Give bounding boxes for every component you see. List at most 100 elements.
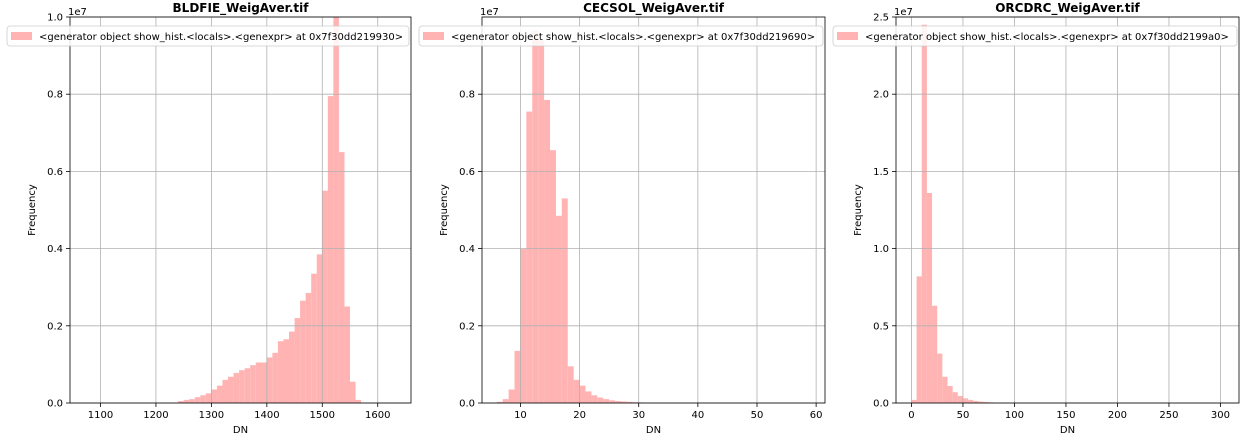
y-axis-label: Frequency <box>27 184 38 236</box>
y-tick-label: 0.4 <box>47 244 63 255</box>
legend: <generator object show_hist.<locals>.<ge… <box>6 25 410 47</box>
x-tick-label: 1200 <box>143 410 168 421</box>
y-offset-label: 1e7 <box>68 7 87 18</box>
x-tick-label: 20 <box>573 410 586 421</box>
histogram-bar <box>526 111 533 403</box>
x-tick-label: 10 <box>514 410 527 421</box>
chart-panel-2: 10 20 30 40 50 60 0.0 0.2 0.4 0.6 0.8 1e7 CECSOL_Wei… <box>418 1 826 436</box>
y-tick-label: 0.2 <box>47 321 63 332</box>
histogram-bar <box>228 376 234 403</box>
x-tick-label: 40 <box>691 410 704 421</box>
histogram-bar <box>272 352 278 403</box>
x-tick-label: 200 <box>1108 410 1127 421</box>
y-tick-label: 1.0 <box>873 244 889 255</box>
x-tick-label: 30 <box>632 410 645 421</box>
legend: <generator object show_hist.<locals>.<ge… <box>418 25 824 47</box>
histogram-bar <box>514 350 521 403</box>
grid-lines <box>70 16 411 404</box>
histogram-bar <box>620 401 627 403</box>
y-axis-label: Frequency <box>439 184 450 236</box>
histogram-bar <box>277 341 284 403</box>
y-tick-label: 0.0 <box>47 399 63 410</box>
histogram-bar <box>942 376 948 403</box>
x-axis-label: DN <box>1060 425 1075 436</box>
histogram-bar <box>561 198 568 403</box>
histogram-bar <box>585 391 592 403</box>
histogram-bar <box>333 17 339 403</box>
histogram-bar <box>211 389 217 403</box>
histogram-bar <box>532 30 539 403</box>
legend: <generator object show_hist.<locals>.<ge… <box>832 25 1238 47</box>
histogram-bar <box>205 393 212 403</box>
histogram-bar <box>200 395 206 403</box>
histogram-bar <box>579 385 586 403</box>
chart-title: ORCDRC_WeigAver.tif <box>995 1 1140 16</box>
histogram-bar <box>283 339 290 403</box>
histogram-bar <box>244 368 251 403</box>
x-tick-label: 300 <box>1211 410 1230 421</box>
histogram-bar <box>233 372 240 403</box>
histogram-bar <box>597 397 604 403</box>
histogram-bar <box>952 392 958 403</box>
histogram-bar <box>305 292 312 403</box>
chart-panel-3: 0 50 100 150 200 250 300 0.0 0.5 1.0 1.5 2.0 2.5 1e7 O… <box>832 1 1240 436</box>
histogram-bar <box>222 379 229 403</box>
legend-swatch <box>837 32 858 40</box>
x-tick-label: 150 <box>1056 410 1075 421</box>
x-tick-label: 60 <box>810 410 823 421</box>
y-tick-label: 0.0 <box>873 399 889 410</box>
histogram-bar <box>316 254 323 403</box>
histogram-bar <box>962 398 969 403</box>
y-tick-label: 1.5 <box>873 167 889 178</box>
histogram-bar <box>250 365 256 403</box>
histogram-bars <box>178 17 362 403</box>
histogram-bar <box>508 389 515 403</box>
y-offset-label: 1e7 <box>480 7 499 18</box>
x-tick-label: 50 <box>957 410 970 421</box>
histogram-bar <box>573 379 580 403</box>
histogram-bar <box>916 276 922 403</box>
legend-swatch <box>423 32 444 40</box>
plot-frame <box>69 16 412 404</box>
histogram-bar <box>216 385 223 403</box>
histogram-bar <box>555 215 562 403</box>
y-tick-label: 2.5 <box>873 13 889 24</box>
x-tick-label: 1600 <box>365 410 390 421</box>
histogram-bar <box>502 399 509 403</box>
y-tick-label: 0.6 <box>459 167 475 178</box>
histogram-bar <box>496 401 503 403</box>
histogram-bar <box>266 357 273 403</box>
plot-frame <box>895 16 1240 404</box>
histogram-bars <box>911 24 994 403</box>
histogram-bar <box>932 305 938 403</box>
legend-box <box>832 25 1238 47</box>
histogram-bar <box>978 401 984 403</box>
y-offset-label: 1e7 <box>894 7 913 18</box>
y-tick-label: 0.6 <box>47 167 63 178</box>
y-tick-label: 0.0 <box>459 399 475 410</box>
chart-title: BLDFIE_WeigAver.tif <box>173 1 310 16</box>
x-tick-label: 1400 <box>254 410 279 421</box>
histogram-bar <box>615 401 621 403</box>
legend-box <box>418 25 824 47</box>
y-tick-label: 0.4 <box>459 244 475 255</box>
histogram-bar <box>300 300 306 403</box>
histogram-bar <box>183 399 190 403</box>
y-tick-label: 2.0 <box>873 90 889 101</box>
histogram-bar <box>968 399 974 403</box>
histogram-bar <box>178 401 184 403</box>
x-tick-label: 1100 <box>88 410 113 421</box>
x-tick-label: 100 <box>1005 410 1024 421</box>
histogram-bar <box>538 40 545 403</box>
legend-label: <generator object show_hist.<locals>.<ge… <box>39 32 403 43</box>
histogram-bar <box>239 370 245 403</box>
x-tick-label: 1500 <box>310 410 335 421</box>
legend-swatch <box>11 32 32 40</box>
y-tick-label: 0.8 <box>47 90 63 101</box>
histogram-bar <box>189 399 195 403</box>
x-tick-label: 50 <box>751 410 764 421</box>
histogram-bar <box>603 399 610 403</box>
histogram-bar <box>355 399 362 403</box>
x-tick-label: 1300 <box>199 410 224 421</box>
histogram-bar <box>294 318 301 403</box>
